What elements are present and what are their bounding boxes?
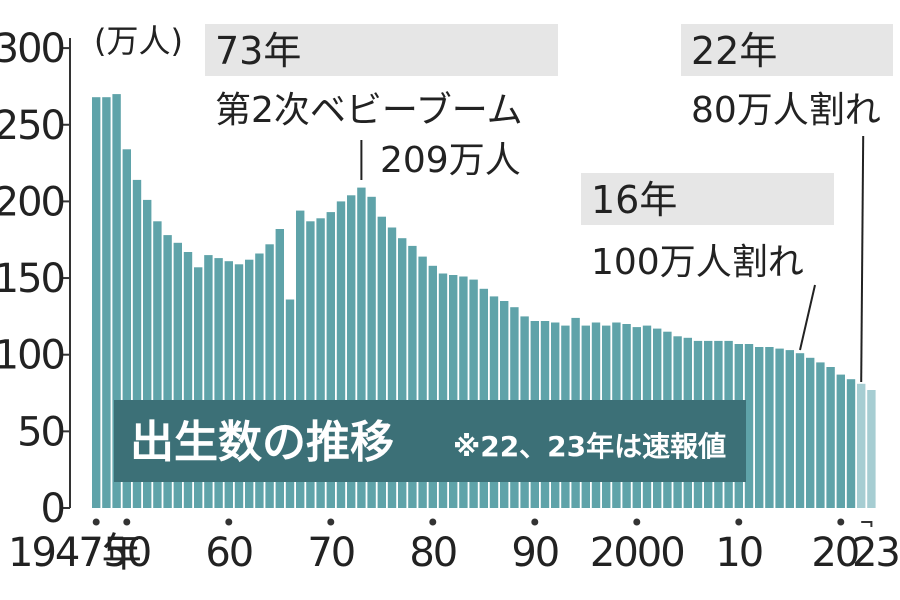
chart-title: 出生数の推移	[130, 417, 394, 468]
bar-1958	[204, 255, 213, 508]
bar-2020	[836, 374, 845, 508]
x-tick-label-1970: 70	[307, 530, 354, 576]
annotation-box-22	[681, 24, 893, 76]
annotation-73-line2: 209万人	[380, 140, 521, 181]
x-tick-dot-2020	[837, 518, 845, 526]
annotation-22-line1: 80万人割れ	[691, 90, 881, 131]
bar-1968	[306, 221, 315, 509]
bar-1971	[336, 201, 346, 508]
annotation-box-73	[205, 24, 558, 76]
bar-2018	[816, 362, 825, 508]
x-tick-label-2023: 23	[852, 530, 899, 576]
annotation-16-leader	[799, 284, 816, 351]
bar-2022	[857, 383, 866, 508]
bar-1953	[153, 221, 162, 509]
bar-1976	[387, 227, 397, 508]
bar-2017	[806, 357, 815, 508]
bar-2023	[867, 390, 876, 508]
bar-1947	[92, 97, 101, 508]
x-tick-dot-1960	[225, 518, 233, 526]
x-tick-label-1960: 60	[205, 530, 252, 576]
annotation-73-head: 73年	[215, 29, 301, 73]
bar-1975	[377, 216, 386, 508]
y-tick-label-200: 200	[0, 179, 64, 225]
bar-2021	[846, 379, 856, 508]
bar-1977	[398, 238, 407, 508]
bar-1949	[112, 94, 121, 508]
bar-1957	[194, 267, 203, 508]
bar-1967	[296, 210, 305, 508]
x-tick-label-1947: 1947年	[8, 530, 141, 576]
bar-1952	[143, 199, 152, 508]
annotation-box-16	[581, 173, 834, 225]
bar-1962	[245, 259, 254, 508]
x-tick-label-2020: 20	[811, 530, 858, 576]
x-tick-dot-1947	[92, 518, 100, 526]
y-tick-label-100: 100	[0, 333, 64, 379]
bar-2012	[755, 347, 764, 508]
bar-1974	[367, 196, 376, 509]
bar-2013	[765, 347, 774, 508]
bar-1980	[428, 265, 437, 508]
bar-1955	[173, 242, 182, 509]
unit-label: (万人)	[94, 22, 183, 60]
bar-2011	[744, 344, 754, 508]
x-tick-label-2000: 2000	[590, 530, 684, 576]
bar-1961	[234, 264, 244, 508]
bar-1985	[479, 288, 488, 508]
bar-1984	[469, 279, 478, 508]
y-tick-label-300: 300	[0, 26, 64, 72]
annotation-22-head: 22年	[691, 29, 777, 73]
y-tick-label-250: 250	[0, 103, 64, 149]
y-tick-label-150: 150	[0, 256, 64, 302]
bar-2016	[795, 353, 805, 508]
annotation-16-head: 16年	[591, 178, 677, 222]
x-tick-label-1980: 80	[409, 530, 456, 576]
x-tick-label-2010: 10	[715, 530, 762, 576]
chart-note: ※22、23年は速報値	[453, 430, 726, 463]
bar-1978	[408, 245, 417, 508]
bar-1954	[163, 235, 172, 508]
bar-1981	[438, 273, 448, 508]
x-tick-label-1990: 90	[511, 530, 558, 576]
y-tick-label-50: 50	[17, 409, 64, 455]
bar-1965	[275, 229, 284, 508]
bar-1983	[459, 276, 468, 508]
bar-1982	[449, 275, 458, 508]
x-tick-bracket-2023	[861, 521, 873, 527]
bar-1963	[255, 253, 264, 508]
bar-1972	[347, 195, 356, 509]
bar-1973	[357, 187, 366, 508]
bar-2014	[775, 348, 784, 508]
x-tick-dot-2010	[735, 518, 743, 526]
annotation-22-leader	[860, 135, 865, 383]
bar-1964	[265, 244, 274, 509]
bar-2019	[826, 367, 835, 508]
annotation-16-line1: 100万人割れ	[591, 242, 804, 283]
x-tick-label-1950: 50	[103, 530, 150, 576]
x-tick-dot-2000	[633, 518, 641, 526]
title-box	[114, 400, 746, 482]
bar-1970	[326, 212, 335, 508]
bar-1948	[102, 97, 111, 508]
y-tick-label-0: 0	[41, 486, 64, 532]
x-tick-dot-1970	[327, 518, 335, 526]
bar-1951	[132, 179, 142, 508]
annotation-73-line1: 第2次ベビーブーム	[215, 90, 523, 131]
bar-1959	[214, 258, 223, 508]
bar-1979	[418, 256, 427, 508]
x-tick-dot-1950	[123, 518, 131, 526]
bar-1950	[122, 149, 131, 509]
x-tick-dot-1980	[429, 518, 437, 526]
bar-1956	[183, 252, 193, 508]
bar-1960	[224, 261, 233, 508]
bar-1969	[316, 218, 325, 509]
bar-2015	[785, 350, 794, 508]
x-tick-dot-1990	[531, 518, 539, 526]
